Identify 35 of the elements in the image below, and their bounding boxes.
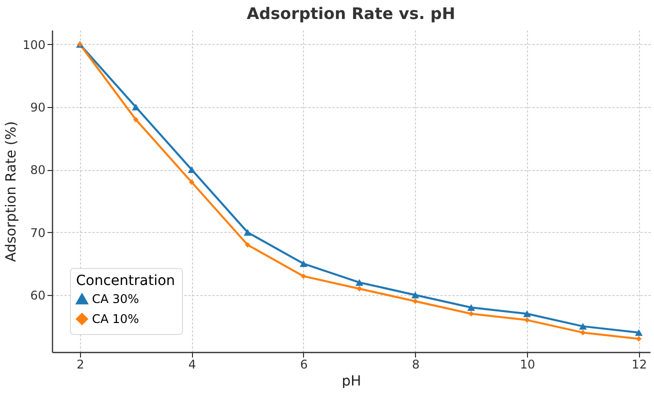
legend-label: CA 30%	[92, 292, 140, 306]
point	[188, 179, 194, 185]
y-tick-label: 60	[30, 288, 46, 302]
point	[132, 104, 140, 110]
legend-label: CA 10%	[92, 312, 140, 326]
x-tick-label: 4	[188, 358, 196, 372]
x-tick-label: 10	[520, 358, 536, 372]
point	[300, 273, 306, 279]
point	[412, 298, 418, 304]
y-tick-label: 70	[30, 226, 46, 240]
y-axis-title: Adsorption Rate (%)	[4, 121, 20, 262]
point	[411, 292, 420, 298]
chart-title: Adsorption Rate vs. pH	[246, 4, 456, 23]
point	[133, 116, 139, 122]
legend-title: Concentration	[76, 273, 176, 289]
point	[634, 329, 643, 336]
y-tick-label: 80	[30, 163, 46, 178]
x-tick-label: 8	[412, 358, 420, 372]
x-tick-label: 2	[76, 358, 84, 372]
point	[244, 228, 252, 236]
point	[468, 311, 474, 317]
point	[300, 260, 308, 268]
point	[579, 322, 587, 330]
point	[188, 166, 196, 174]
x-tick-label: 6	[300, 358, 308, 372]
point	[524, 317, 530, 323]
point	[636, 336, 642, 342]
point	[356, 286, 362, 292]
point	[244, 242, 250, 248]
point	[523, 310, 531, 318]
point	[467, 304, 476, 311]
x-tick-label: 12	[632, 358, 647, 372]
point	[356, 279, 364, 286]
y-tick-label: 90	[30, 100, 46, 115]
y-tick-label: 100	[22, 38, 46, 52]
